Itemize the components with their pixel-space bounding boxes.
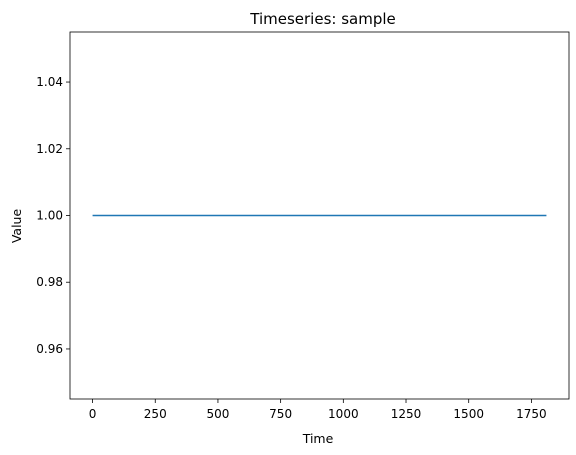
x-tick-label: 0	[89, 407, 97, 421]
x-tick-label: 1000	[328, 407, 359, 421]
x-tick-label: 1500	[453, 407, 484, 421]
x-axis: 0 250 500 750 1000 1250 1500 1750	[89, 399, 547, 421]
x-tick-label: 1750	[516, 407, 547, 421]
x-tick-label: 250	[144, 407, 167, 421]
x-tick-label: 750	[269, 407, 292, 421]
y-axis: 0.96 0.98 1.00 1.02 1.04	[36, 75, 70, 356]
y-tick-label: 0.98	[36, 275, 63, 289]
x-axis-label: Time	[302, 431, 334, 446]
y-axis-label: Value	[9, 209, 24, 244]
y-tick-label: 0.96	[36, 342, 63, 356]
y-tick-label: 1.04	[36, 75, 63, 89]
y-tick-label: 1.00	[36, 209, 63, 223]
y-tick-label: 1.02	[36, 142, 63, 156]
x-tick-label: 500	[206, 407, 229, 421]
chart-title: Timeseries: sample	[249, 10, 396, 28]
x-tick-label: 1250	[391, 407, 422, 421]
